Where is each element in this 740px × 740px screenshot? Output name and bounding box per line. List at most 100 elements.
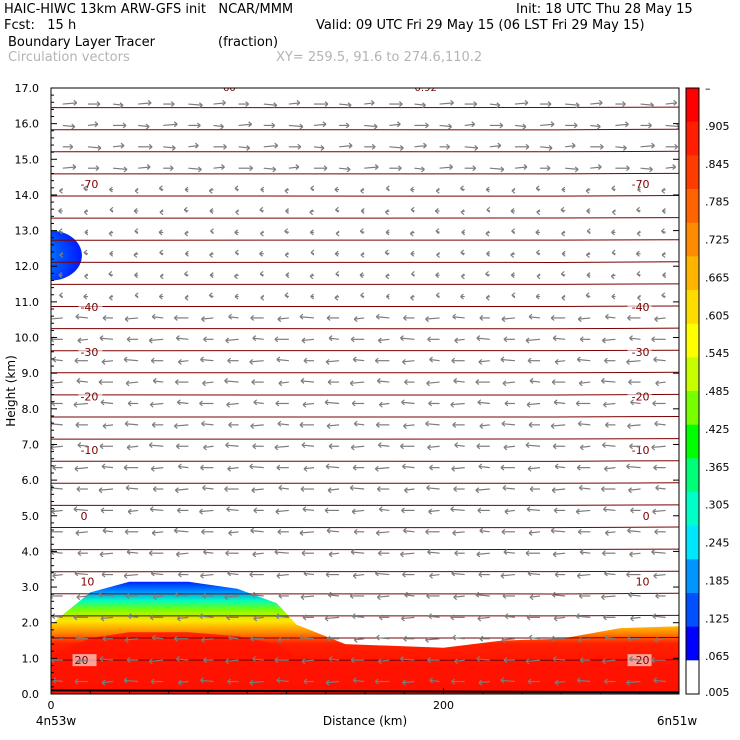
circulation-vector bbox=[326, 314, 340, 321]
vector-head bbox=[102, 527, 107, 534]
circulation-vector bbox=[590, 123, 601, 130]
circulation-vector bbox=[326, 423, 340, 430]
vector-head bbox=[169, 165, 174, 172]
circulation-vector bbox=[112, 142, 125, 149]
vector-head bbox=[100, 399, 105, 406]
vector-head bbox=[69, 143, 74, 150]
vector-head bbox=[226, 614, 230, 621]
vector-shaft bbox=[665, 124, 679, 128]
vector-head bbox=[375, 634, 380, 641]
vector-head bbox=[227, 357, 231, 364]
vector-head bbox=[334, 250, 339, 257]
circulation-vector bbox=[176, 615, 189, 622]
vector-shaft bbox=[527, 467, 541, 470]
vector-head bbox=[485, 186, 490, 193]
vector-shaft bbox=[213, 124, 224, 128]
circulation-vector bbox=[234, 273, 239, 280]
circulation-vector bbox=[377, 337, 390, 344]
vector-head bbox=[550, 121, 555, 128]
vector-shaft bbox=[329, 552, 340, 555]
circulation-vector bbox=[550, 314, 566, 321]
vector-head bbox=[151, 530, 156, 536]
circulation-vector bbox=[434, 208, 440, 214]
vector-head bbox=[310, 293, 315, 300]
vector-shaft bbox=[630, 616, 641, 620]
vector-shaft bbox=[326, 360, 340, 363]
vector-head bbox=[427, 336, 431, 343]
vector-shaft bbox=[163, 123, 178, 127]
vector-head bbox=[184, 270, 188, 277]
vector-head bbox=[71, 123, 76, 130]
circulation-vector bbox=[263, 166, 277, 173]
circulation-vector bbox=[123, 356, 139, 363]
contour-label: 0 bbox=[643, 510, 650, 523]
circulation-vector bbox=[213, 99, 226, 106]
circulation-vector bbox=[99, 551, 114, 558]
vector-head bbox=[184, 186, 189, 193]
circulation-vector bbox=[460, 209, 465, 216]
vector-head bbox=[402, 463, 406, 470]
circulation-vector bbox=[126, 657, 139, 664]
colorbar-swatch bbox=[686, 222, 699, 257]
circulation-vector bbox=[552, 551, 566, 558]
vector-head bbox=[385, 185, 390, 192]
circulation-vector bbox=[335, 206, 340, 213]
vector-head bbox=[124, 316, 129, 323]
vector-shaft bbox=[628, 488, 641, 491]
vector-shaft bbox=[590, 124, 601, 128]
vector-head bbox=[548, 145, 553, 151]
vector-head bbox=[223, 143, 227, 150]
circulation-vector bbox=[577, 420, 591, 427]
vector-head bbox=[149, 506, 154, 513]
vector-shaft bbox=[626, 465, 641, 469]
vector-head bbox=[277, 636, 282, 643]
circulation-vector bbox=[203, 549, 214, 555]
circulation-vector bbox=[238, 145, 250, 151]
vector-shaft bbox=[565, 167, 579, 171]
vector-shaft bbox=[275, 615, 289, 618]
vector-head bbox=[325, 679, 330, 686]
circulation-vector bbox=[602, 337, 616, 344]
vector-head bbox=[251, 379, 256, 386]
vector-head bbox=[303, 357, 308, 364]
vector-shaft bbox=[176, 552, 189, 555]
vector-head bbox=[194, 142, 199, 149]
vector-head bbox=[575, 400, 580, 407]
vector-head bbox=[345, 122, 350, 129]
circulation-vector bbox=[561, 186, 566, 193]
vector-head bbox=[628, 379, 632, 386]
circulation-vector bbox=[640, 142, 655, 149]
circulation-vector bbox=[227, 570, 239, 577]
circulation-vector bbox=[202, 380, 214, 387]
circulation-vector bbox=[284, 228, 290, 235]
circulation-vector bbox=[503, 336, 515, 343]
vector-head bbox=[502, 593, 507, 599]
vector-head bbox=[99, 335, 104, 342]
circulation-vector bbox=[175, 335, 189, 342]
vector-head bbox=[400, 655, 404, 662]
vector-shaft bbox=[224, 380, 239, 383]
vector-shaft bbox=[439, 124, 452, 128]
vector-head bbox=[453, 377, 458, 384]
vector-shaft bbox=[375, 572, 390, 576]
circulation-vector bbox=[478, 358, 490, 365]
circulation-vector bbox=[453, 486, 465, 492]
vector-head bbox=[350, 657, 355, 664]
vector-shaft bbox=[263, 103, 277, 106]
vector-head bbox=[648, 122, 652, 129]
vector-head bbox=[576, 677, 581, 684]
circulation-vector bbox=[175, 551, 189, 558]
vector-shaft bbox=[125, 638, 139, 641]
circulation-vector bbox=[173, 314, 189, 321]
vector-head bbox=[299, 123, 304, 130]
circulation-vector bbox=[400, 443, 415, 450]
circulation-vector bbox=[540, 121, 555, 128]
circulation-vector bbox=[163, 121, 178, 128]
circulation-vector bbox=[152, 377, 164, 384]
vector-head bbox=[352, 464, 357, 471]
circulation-vector bbox=[551, 487, 566, 494]
vector-shaft bbox=[328, 594, 340, 597]
vector-head bbox=[476, 655, 481, 662]
vector-head bbox=[599, 143, 604, 150]
vector-shaft bbox=[651, 445, 666, 449]
